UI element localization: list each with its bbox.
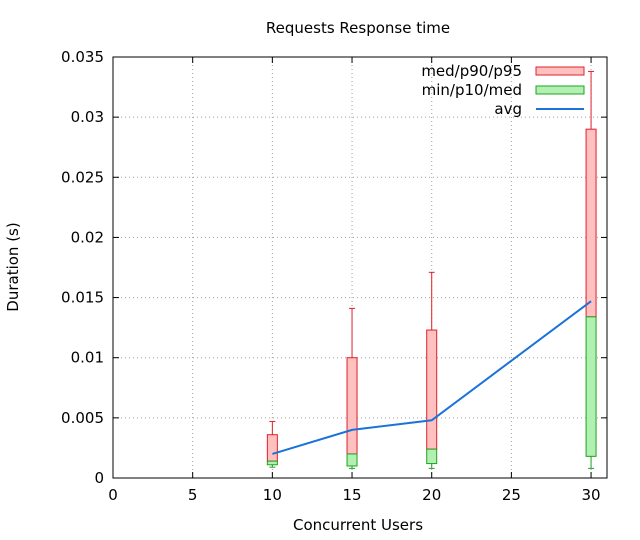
y-tick-label: 0.01 bbox=[71, 349, 104, 367]
box-med-p90 bbox=[346, 357, 358, 455]
legend-swatch bbox=[535, 66, 585, 76]
x-tick-label: 30 bbox=[582, 486, 601, 504]
x-tick-label: 20 bbox=[422, 486, 441, 504]
box-p10-med bbox=[426, 448, 438, 465]
box-med-p90 bbox=[585, 128, 597, 318]
legend-swatch bbox=[535, 85, 585, 95]
box-p10-med bbox=[585, 316, 597, 457]
avg-line-layer bbox=[272, 300, 592, 455]
y-tick-label: 0.02 bbox=[71, 228, 104, 246]
y-tick-label: 0.025 bbox=[61, 168, 104, 186]
avg-line bbox=[272, 300, 592, 455]
y-tick-label: 0.03 bbox=[71, 108, 104, 126]
y-tick-label: 0.005 bbox=[61, 409, 104, 427]
legend-label: min/p10/med bbox=[422, 81, 522, 99]
chart-title: Requests Response time bbox=[266, 19, 450, 37]
y-tick-label: 0.035 bbox=[61, 48, 104, 66]
x-tick-label: 15 bbox=[342, 486, 361, 504]
box-med-p90 bbox=[266, 434, 278, 462]
legend-label: avg bbox=[494, 100, 522, 118]
x-tick-label: 25 bbox=[502, 486, 521, 504]
y-axis-label: Duration (s) bbox=[4, 222, 22, 311]
x-tick-label: 0 bbox=[108, 486, 118, 504]
y-axis-ticks: 0 0.005 0.01 0.015 0.02 0.025 0.03 0.035 bbox=[61, 48, 607, 487]
box-p10-med bbox=[346, 453, 358, 467]
grid-lines bbox=[113, 57, 607, 478]
y-tick-label: 0.015 bbox=[61, 289, 104, 307]
x-tick-label: 10 bbox=[263, 486, 282, 504]
box-p10-med bbox=[266, 460, 278, 466]
x-tick-label: 5 bbox=[188, 486, 198, 504]
legend-label: med/p90/p95 bbox=[421, 62, 522, 80]
y-tick-label: 0 bbox=[94, 469, 104, 487]
x-axis-label: Concurrent Users bbox=[293, 516, 423, 534]
plot-frame bbox=[112, 56, 608, 479]
box-plot-marks bbox=[266, 70, 597, 469]
box-med-p90 bbox=[426, 329, 438, 450]
x-axis-ticks: 0 5 10 15 20 25 30 bbox=[108, 57, 601, 504]
